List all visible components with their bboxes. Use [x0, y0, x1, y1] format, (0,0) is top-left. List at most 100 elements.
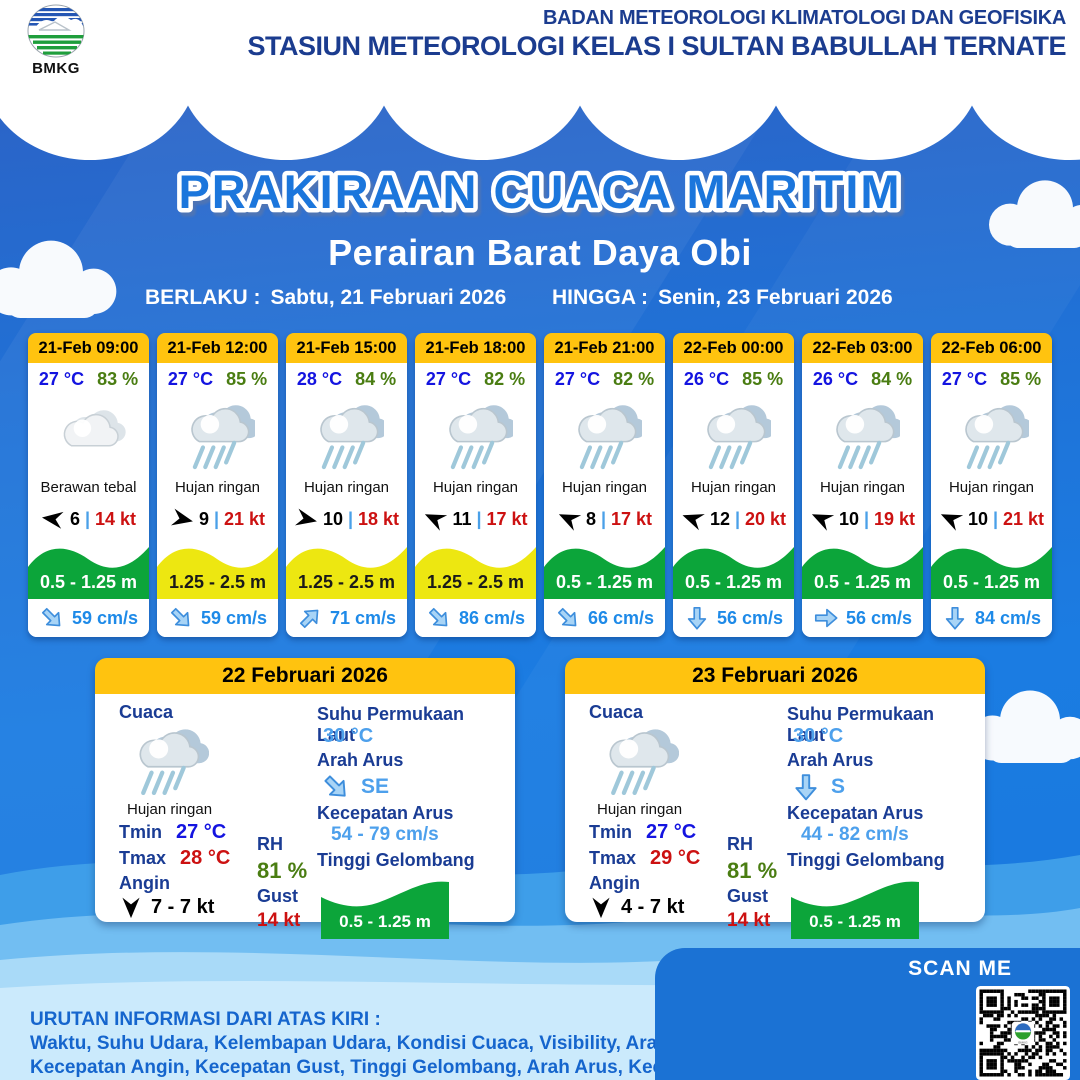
valid-until: HINGGA : Senin, 23 Februari 2026	[552, 286, 893, 310]
daily-card-body: Cuaca	[565, 694, 985, 939]
visibility-value: 6	[69, 508, 80, 529]
current-speed: 59 cm/s	[71, 607, 139, 628]
forecast-card-body: 27 °C 85 %	[157, 363, 278, 637]
temp-humidity-row: 27 °C 82 %	[544, 369, 665, 395]
current-direction-icon	[315, 766, 357, 808]
tmax-value: 28 °C	[180, 847, 231, 869]
temp-humidity-row: 26 °C 84 %	[802, 369, 923, 395]
wind-row: 10 | 19 kt	[802, 503, 923, 535]
wind-label: Angin	[589, 873, 640, 893]
weather-condition: Hujan ringan	[303, 479, 390, 496]
valid-until-value: Senin, 23 Februari 2026	[658, 286, 893, 309]
separator: |	[347, 508, 354, 529]
legend-line3: Kecepatan Angin, Kecepatan Gust, Tinggi …	[30, 1056, 773, 1078]
current-direction-icon	[34, 600, 71, 637]
gust-label: Gust	[257, 886, 299, 906]
weather-icon	[119, 723, 259, 801]
separator: |	[84, 508, 91, 529]
current-speed: 84 cm/s	[974, 607, 1042, 628]
separator: |	[600, 508, 607, 529]
current-direction-icon	[421, 600, 458, 637]
wind-direction-icon	[935, 503, 967, 535]
tmin-row: Tmin 27 °C	[119, 821, 259, 847]
current-direction-icon	[292, 600, 329, 637]
wind-direction-icon	[419, 503, 451, 535]
forecast-card-body: 26 °C 85 %	[673, 363, 794, 637]
wave-height: 0.5 - 1.25 m	[813, 572, 912, 592]
visibility-value: 8	[585, 508, 596, 529]
air-temperature: 27 °C	[167, 369, 214, 389]
poster-title: PRAKIRAAN CUACA MARITIM	[174, 161, 904, 223]
wave-height-band: 1.25 - 2.5 m	[157, 535, 278, 599]
current-row: 66 cm/s	[544, 599, 665, 637]
relative-humidity: 82 %	[613, 369, 655, 389]
forecast-time: 21-Feb 18:00	[415, 333, 536, 363]
qr-code: BMKG	[976, 986, 1070, 1080]
air-temperature: 27 °C	[941, 369, 988, 389]
hourly-forecast-card: 21-Feb 09:00 27 °C 83 %	[28, 333, 149, 637]
temp-humidity-row: 27 °C 82 %	[415, 369, 536, 395]
forecast-time: 22-Feb 06:00	[931, 333, 1052, 363]
weather-icon	[157, 395, 278, 479]
agency-line1: BADAN METEOROLOGI KLIMATOLOGI DAN GEOFIS…	[542, 7, 1066, 29]
wave-height-label: Tinggi Gelombang	[317, 850, 475, 870]
daily-left-column: Cuaca	[589, 702, 729, 920]
gust-label: Gust	[727, 886, 769, 906]
current-speed-label: Kecepatan Arus	[787, 803, 924, 823]
wave-height-band: 1.25 - 2.5 m	[415, 535, 536, 599]
weather-icon	[544, 395, 665, 479]
current-speed-value: 44 - 82 cm/s	[801, 824, 909, 845]
valid-from-label: BERLAKU :	[145, 286, 261, 309]
current-row: 86 cm/s	[415, 599, 536, 637]
wave-height: 1.25 - 2.5 m	[297, 572, 396, 592]
forecast-time: 22-Feb 03:00	[802, 333, 923, 363]
current-speed: 71 cm/s	[329, 607, 397, 628]
legend-line1: URUTAN INFORMASI DARI ATAS KIRI :	[30, 1009, 381, 1030]
scan-panel: SCAN ME BMKG	[655, 948, 1080, 1080]
weather-icon	[673, 395, 794, 479]
current-direction-icon	[163, 600, 200, 637]
current-direction-icon	[942, 605, 968, 631]
current-row: 59 cm/s	[28, 599, 149, 637]
relative-humidity: 84 %	[355, 369, 397, 389]
hourly-forecast-card: 22-Feb 00:00 26 °C 85 %	[673, 333, 794, 637]
hourly-forecast-card: 21-Feb 18:00 27 °C 82 %	[415, 333, 536, 637]
wind-direction-icon	[39, 505, 66, 532]
wind-label: Angin	[119, 873, 170, 893]
header-bar: BMKG BADAN METEOROLOGI KLIMATOLOGI DAN G…	[0, 0, 1080, 78]
weather-icon	[802, 395, 923, 479]
gust-value: 14 kt	[257, 910, 301, 931]
air-temperature: 27 °C	[38, 369, 85, 389]
valid-until-label: HINGGA :	[552, 286, 649, 309]
daily-middle-column: RH 81 % Gust 14 kt	[727, 834, 797, 934]
legend-line2: Waktu, Suhu Udara, Kelembapan Udara, Kon…	[30, 1032, 733, 1054]
current-row: 59 cm/s	[157, 599, 278, 637]
wind-speed: 18 kt	[358, 508, 400, 529]
hourly-forecast-card: 22-Feb 03:00 26 °C 84 %	[802, 333, 923, 637]
daily-forecast-card: 23 Februari 2026 Cuaca	[565, 658, 985, 939]
forecast-time: 21-Feb 09:00	[28, 333, 149, 363]
wind-range: 7 - 7 kt	[151, 895, 215, 918]
hourly-forecast-row: 21-Feb 09:00 27 °C 83 %	[28, 333, 1052, 637]
forecast-card-body: 28 °C 84 %	[286, 363, 407, 637]
temp-humidity-row: 28 °C 84 %	[286, 369, 407, 395]
agency-name: BADAN METEOROLOGI KLIMATOLOGI DAN GEOFIS…	[248, 6, 1067, 63]
wind-speed: 14 kt	[95, 508, 137, 529]
tmin-label: Tmin	[119, 822, 162, 842]
tmax-label: Tmax	[589, 848, 637, 868]
wind-speed: 17 kt	[486, 508, 528, 529]
air-temperature: 27 °C	[554, 369, 601, 389]
relative-humidity: 82 %	[484, 369, 526, 389]
sst-value: 30 °C	[323, 725, 374, 747]
wave-height: 0.5 - 1.25 m	[339, 912, 431, 931]
visibility-value: 10	[967, 508, 988, 529]
bmkg-logo-icon	[27, 4, 85, 58]
daily-forecast-row: 22 Februari 2026 Cuaca	[95, 658, 985, 939]
wave-height: 1.25 - 2.5 m	[426, 572, 525, 592]
weather-condition: Hujan ringan	[948, 479, 1035, 496]
sst-label: Suhu Permukaan Laut	[317, 704, 465, 745]
wind-row: 9 | 21 kt	[157, 503, 278, 535]
current-speed: 56 cm/s	[845, 607, 913, 628]
wind-range: 4 - 7 kt	[621, 895, 685, 918]
forecast-card-body: 27 °C 82 %	[415, 363, 536, 637]
